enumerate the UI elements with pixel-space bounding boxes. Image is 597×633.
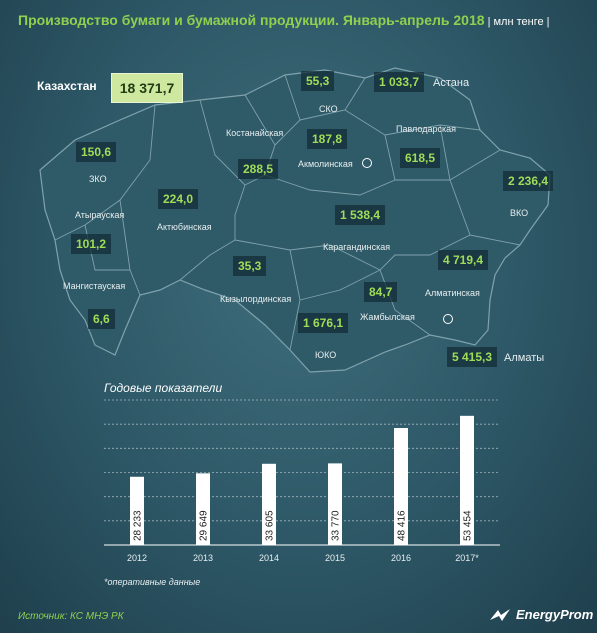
- kazakhstan-label: Казахстан: [37, 79, 97, 93]
- value-akmola: 187,8: [307, 129, 348, 149]
- name-almaty-obl: Алматинская: [425, 288, 480, 298]
- value-mangistau: 6,6: [88, 309, 115, 329]
- value-uko: 1 676,1: [298, 313, 349, 333]
- value-sko: 55,3: [301, 71, 335, 91]
- source-text: Источник: КС МНЭ РК: [18, 611, 124, 622]
- name-zko: ЗКО: [89, 174, 107, 184]
- kazakhstan-map: [39, 67, 551, 373]
- chart-title: Годовые показатели: [104, 381, 223, 395]
- name-uko: ЮКО: [315, 350, 337, 360]
- x-tick-label: 2016: [391, 553, 411, 563]
- name-karaganda: Карагандинская: [323, 242, 391, 252]
- value-kostanay: 288,5: [238, 159, 279, 179]
- unit-label: | млн тенге |: [484, 16, 550, 28]
- x-tick-label: 2015: [325, 553, 345, 563]
- bar-value-label: 28 233: [133, 510, 144, 541]
- name-pavlodar: Павлодарская: [396, 124, 456, 134]
- logo: EnergyProm: [488, 607, 593, 622]
- name-sko: СКО: [319, 104, 338, 114]
- value-karaganda: 1 538,4: [335, 205, 386, 225]
- name-aktobe: Актюбинская: [157, 222, 212, 232]
- name-zhambyl: Жамбылская: [360, 312, 415, 322]
- name-vko: ВКО: [510, 208, 529, 218]
- name-kostanay: Костанайская: [226, 128, 284, 138]
- bar-2012: [130, 476, 144, 545]
- page-title: Производство бумаги и бумажной продукции…: [18, 12, 550, 28]
- x-tick-label: 2013: [193, 553, 213, 563]
- value-almaty-obl: 4 719,4: [438, 250, 489, 270]
- bar-value-label: 33 605: [265, 510, 276, 541]
- name-kyzylorda: Кызылординская: [220, 294, 292, 304]
- kazakhstan-value: 18 371,7: [111, 73, 183, 103]
- bar-2016: [394, 427, 408, 545]
- name-almaty: Алматы: [504, 352, 545, 364]
- x-tick-label: 2017*: [455, 553, 479, 563]
- x-tick-label: 2012: [127, 553, 147, 563]
- bar-2015: [328, 463, 342, 545]
- bar-value-label: 33 770: [331, 510, 342, 541]
- value-almaty: 5 415,3: [447, 347, 498, 367]
- name-astana: Астана: [433, 77, 470, 89]
- value-astana: 1 033,7: [374, 72, 425, 92]
- lightning-icon: [490, 608, 510, 621]
- name-mangistau: Мангистауская: [63, 281, 126, 291]
- name-atyrau: Атырауская: [75, 210, 125, 220]
- value-pavlodar: 618,5: [400, 148, 441, 168]
- bar-value-label: 48 416: [397, 510, 408, 541]
- value-zhambyl: 84,7: [364, 282, 398, 302]
- bar-2013: [196, 473, 210, 545]
- map-outline: [39, 67, 551, 373]
- bar-2014: [262, 463, 276, 545]
- bar-value-label: 53 454: [463, 510, 474, 541]
- value-atyrau: 101,2: [71, 234, 112, 254]
- footnote: *оперативные данные: [104, 577, 201, 587]
- x-tick-label: 2014: [259, 553, 279, 563]
- bar-value-label: 29 649: [199, 510, 210, 541]
- almaty-city-marker: [443, 314, 453, 324]
- value-vko: 2 236,4: [503, 171, 554, 191]
- astana-city-marker: [362, 158, 372, 168]
- value-kyzylorda: 35,3: [233, 256, 267, 276]
- title-text: Производство бумаги и бумажной продукции…: [18, 12, 485, 28]
- value-zko: 150,6: [76, 142, 117, 162]
- bar-2017*: [460, 415, 474, 545]
- logo-text: EnergyProm: [516, 607, 594, 622]
- name-akmola: Акмолинская: [298, 159, 353, 169]
- value-aktobe: 224,0: [158, 189, 199, 209]
